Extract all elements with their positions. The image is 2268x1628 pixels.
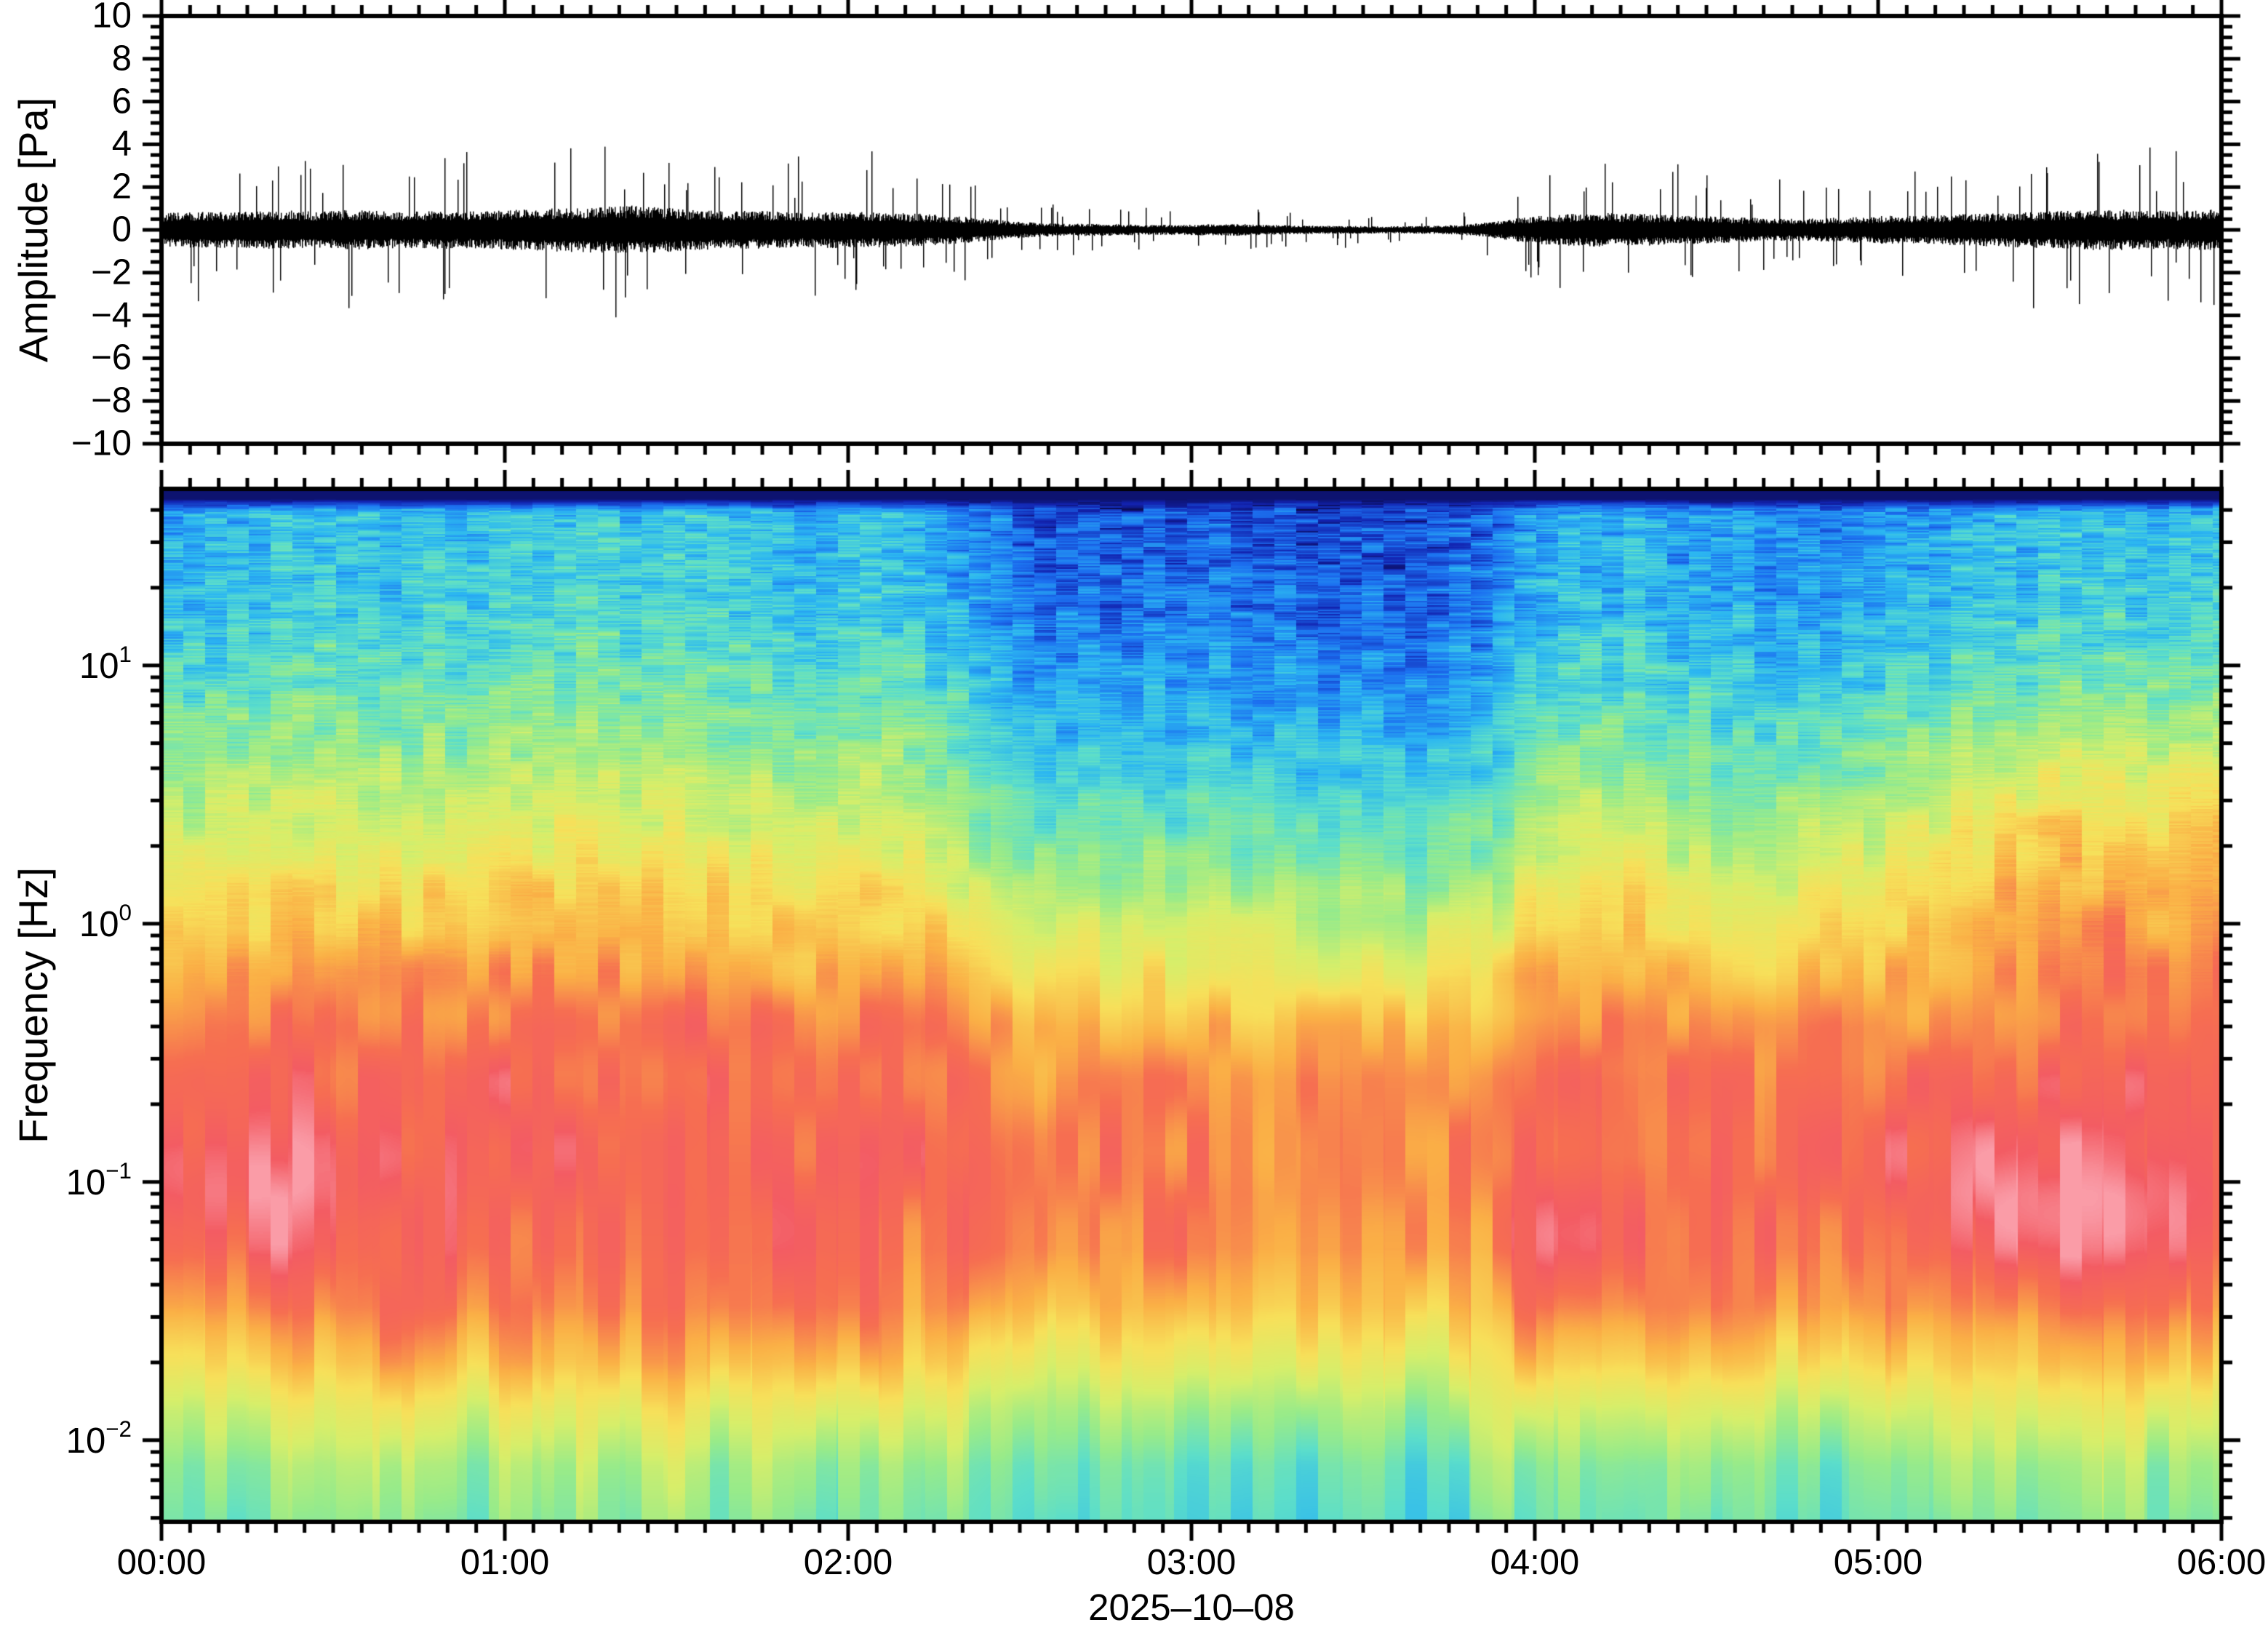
amplitude-tick-label: 2 <box>111 167 132 207</box>
time-tick-label: 05:00 <box>1833 1543 1923 1582</box>
amplitude-tick-label: −6 <box>91 338 132 378</box>
frequency-tick-label: 101 <box>79 641 132 686</box>
time-tick-label: 06:00 <box>2176 1543 2267 1582</box>
time-tick-label: 04:00 <box>1490 1543 1580 1582</box>
frequency-axis-title: Frequency [Hz] <box>10 867 56 1144</box>
time-tick-label: 01:00 <box>460 1543 550 1582</box>
frequency-tick-label: 100 <box>79 899 132 944</box>
amplitude-tick-label: −4 <box>91 295 132 335</box>
time-tick-label: 00:00 <box>116 1543 207 1582</box>
time-tick-label: 02:00 <box>803 1543 893 1582</box>
amplitude-tick-label: −2 <box>91 252 132 292</box>
frequency-tick-label: 10−2 <box>65 1416 132 1461</box>
amplitude-tick-label: 0 <box>111 210 132 250</box>
amplitude-tick-label: −10 <box>71 423 132 463</box>
amplitude-tick-label: −8 <box>91 380 132 420</box>
amplitude-axis-title: Amplitude [Pa] <box>10 97 56 363</box>
date-label: 2025–10–08 <box>1088 1587 1295 1628</box>
amplitude-tick-label: 4 <box>111 124 132 164</box>
frequency-tick-label: 10−1 <box>65 1157 132 1202</box>
amplitude-tick-label: 10 <box>92 0 132 36</box>
amplitude-tick-label: 6 <box>111 81 132 121</box>
time-tick-label: 03:00 <box>1146 1543 1237 1582</box>
amplitude-tick-label: 8 <box>111 39 132 79</box>
